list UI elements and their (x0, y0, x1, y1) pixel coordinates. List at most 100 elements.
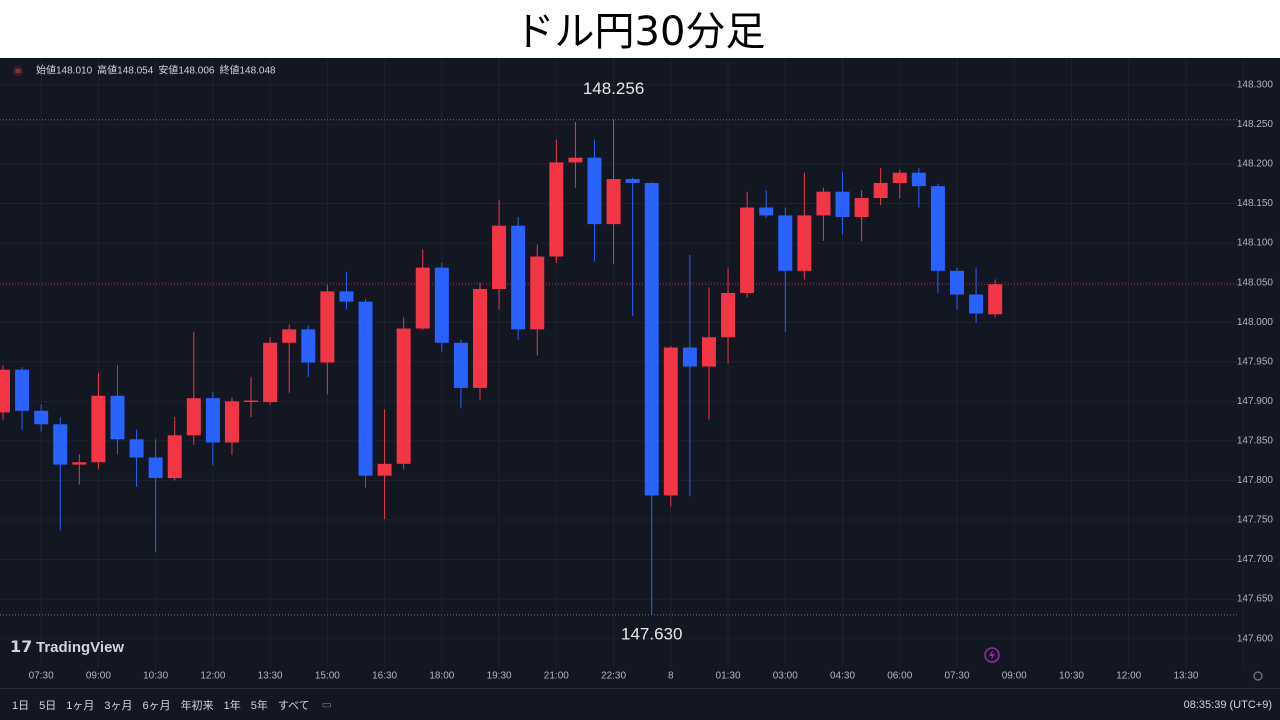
y-tick-label: 147.700 (1237, 554, 1274, 565)
candle-body (129, 439, 144, 458)
y-tick-label: 147.750 (1237, 515, 1274, 526)
x-tick-label: 01:30 (716, 671, 741, 682)
x-tick-label: 07:30 (944, 671, 969, 682)
alert-icon-bolt (989, 650, 995, 660)
candle-body (778, 215, 793, 271)
candle-body (740, 207, 755, 293)
chart-background (0, 58, 1280, 688)
candle-body (911, 172, 926, 187)
candle-body (263, 342, 278, 403)
y-tick-label: 148.150 (1237, 198, 1274, 209)
candle-body (606, 179, 621, 225)
range-button[interactable]: 1ヶ月 (66, 699, 95, 712)
x-tick-label: 15:00 (315, 671, 340, 682)
y-tick-label: 148.000 (1237, 317, 1274, 328)
candle-body (205, 398, 220, 443)
candle-body (53, 424, 68, 465)
candle-body (568, 157, 583, 163)
candle-body (530, 256, 545, 330)
range-button[interactable]: 6ヶ月 (142, 699, 171, 712)
chart-title: ドル円30分足 (514, 9, 766, 55)
y-tick-label: 147.950 (1237, 356, 1274, 367)
extreme-label: 147.630 (621, 624, 682, 643)
candle-body (492, 225, 507, 289)
plot-area: 07:30 09:00 10:30 12:00 13:30 15:00 16:30 18:00… (0, 79, 1237, 682)
range-button[interactable]: すべて (277, 699, 310, 712)
x-tick-label: 09:00 (1002, 671, 1027, 682)
legend-value: 148.048 (239, 66, 276, 77)
candle-body (835, 191, 850, 218)
candle-body (625, 179, 640, 183)
candle-body (759, 207, 774, 216)
x-tick-label: 04:30 (830, 671, 855, 682)
date-range-icon[interactable]: ▭ (321, 699, 333, 711)
candle-body (892, 172, 907, 183)
candle-body (167, 435, 182, 479)
candle-body (854, 198, 869, 218)
legend-name: 高値 (97, 64, 117, 77)
x-tick-label: 10:30 (1059, 671, 1084, 682)
candle-body (415, 267, 430, 329)
candle-body (587, 157, 602, 225)
candle-body (549, 162, 564, 257)
candle-body (301, 329, 316, 363)
x-tick-label: 10:30 (143, 671, 168, 682)
y-tick-label: 148.100 (1237, 238, 1274, 249)
candle-body (434, 267, 449, 343)
candle-body (644, 182, 659, 496)
branding-logo: 𝟭𝟳 (10, 639, 32, 656)
range-button[interactable]: 5日 (39, 699, 57, 712)
legend-name: 安値 (158, 64, 178, 77)
y-tick-label: 148.300 (1237, 80, 1274, 91)
y-tick-label: 147.850 (1237, 436, 1274, 447)
range-button[interactable]: 1日 (12, 699, 30, 712)
x-tick-label: 12:00 (1116, 671, 1141, 682)
clock: 08:35:39 (UTC+9) (1183, 698, 1272, 711)
candle-body (72, 462, 87, 465)
branding-text: TradingView (36, 639, 124, 656)
candle-body (797, 215, 812, 271)
x-tick-label: 13:30 (258, 671, 283, 682)
range-button[interactable]: 3ヶ月 (104, 699, 133, 712)
legend-value: 148.054 (117, 66, 154, 77)
candle-body (396, 328, 411, 464)
y-tick-label: 147.900 (1237, 396, 1274, 407)
x-tick-label: 06:00 (887, 671, 912, 682)
candle-body (244, 400, 259, 403)
candle-body (473, 288, 487, 388)
legend-name: 始値 (36, 64, 56, 77)
settings-icon[interactable] (1253, 671, 1263, 681)
range-button[interactable]: 1年 (223, 699, 241, 712)
y-tick-label: 147.600 (1237, 633, 1274, 644)
candle-body (873, 182, 888, 199)
candle-body (339, 291, 354, 302)
candle-body (816, 191, 831, 216)
y-tick-label: 148.050 (1237, 277, 1274, 288)
candle-body (110, 395, 125, 440)
candle-body (15, 369, 30, 411)
y-tick-label: 148.250 (1237, 119, 1274, 130)
candle-body (511, 225, 526, 330)
candle-body (282, 329, 297, 343)
x-tick-label: 09:00 (86, 671, 111, 682)
candle-body (930, 186, 945, 271)
range-button[interactable]: 5年 (250, 699, 268, 712)
candle-body (34, 410, 49, 425)
x-tick-label: 22:30 (601, 671, 626, 682)
candle-body (701, 337, 716, 367)
x-tick-label: 16:30 (372, 671, 397, 682)
candle-body (969, 294, 984, 314)
branding: 𝟭𝟳 TradingView (10, 639, 124, 656)
alert-icon[interactable] (984, 647, 1000, 663)
range-button[interactable]: 年初来 (180, 699, 214, 712)
x-tick-label: 13:30 (1173, 671, 1198, 682)
x-tick-label: 12:00 (200, 671, 225, 682)
x-tick-label: 19:30 (487, 671, 512, 682)
x-tick-label: 8 (668, 671, 674, 682)
chart: 07:30 09:00 10:30 12:00 13:30 15:00 16:30 18:00… (0, 58, 1280, 688)
candle-body (453, 342, 468, 388)
toolbar: 1日 5日 1ヶ月 3ヶ月 6ヶ月 年初来 1年 5年 すべて ▭ 08:35:39 (UTC+… (0, 688, 1280, 720)
candle-body (377, 463, 392, 476)
candle-body (186, 398, 201, 436)
